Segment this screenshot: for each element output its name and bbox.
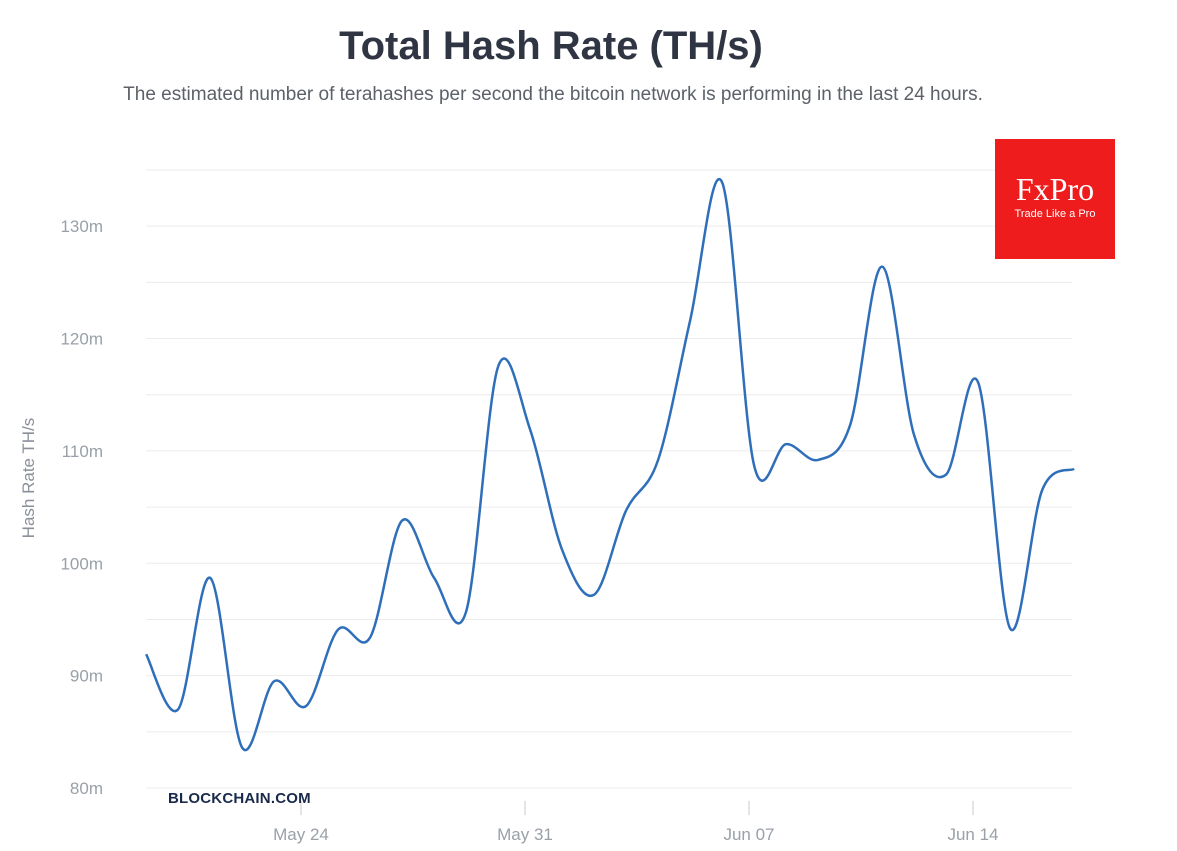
y-tick-label: 80m (70, 779, 103, 798)
x-tick-label: May 31 (497, 825, 553, 844)
x-tick-label: Jun 14 (947, 825, 998, 844)
y-tick-label: 90m (70, 667, 103, 686)
y-tick-label: 110m (62, 442, 103, 461)
blockchain-watermark: BLOCKCHAIN.COM (168, 790, 311, 807)
logo-tagline: Trade Like a Pro (1014, 208, 1096, 220)
logo-name: FxPro (1015, 171, 1095, 207)
chart-subtitle: The estimated number of terahashes per s… (123, 84, 983, 105)
x-tick-label: May 24 (273, 825, 329, 844)
y-tick-label: 100m (60, 554, 103, 573)
fxpro-logo: FxPro Trade Like a Pro (995, 139, 1115, 259)
y-tick-label: 120m (60, 330, 103, 349)
y-tick-label: 130m (60, 217, 103, 236)
x-tick-label: Jun 07 (723, 825, 774, 844)
chart-title: Total Hash Rate (TH/s) (339, 24, 763, 68)
series-line-hash-rate (145, 178, 1075, 752)
